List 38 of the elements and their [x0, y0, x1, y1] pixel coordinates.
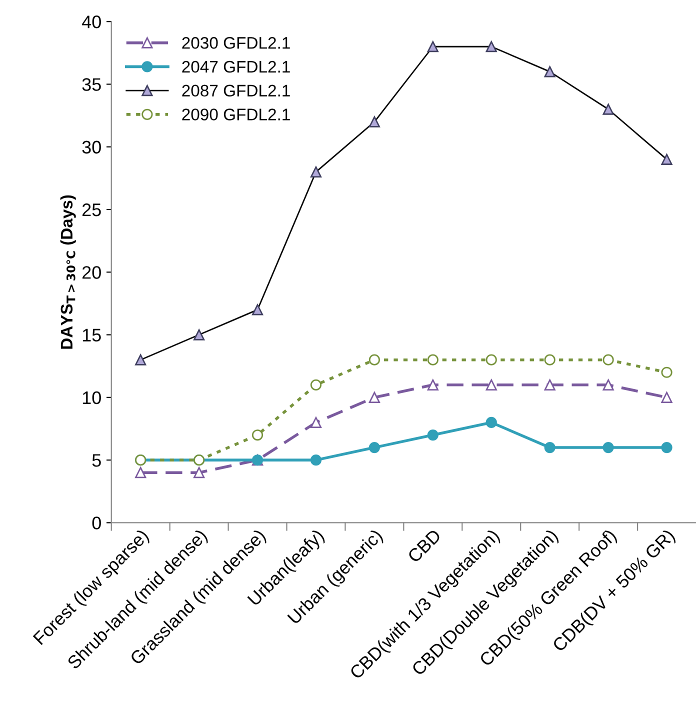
- point: [486, 416, 497, 428]
- y-tick-label: 40: [82, 16, 101, 28]
- y-tick-label: 10: [82, 391, 101, 404]
- point: [135, 467, 146, 478]
- point: [544, 442, 556, 454]
- y-tick-label: 0: [92, 516, 101, 530]
- point: [661, 442, 672, 454]
- point: [368, 354, 380, 366]
- point: [368, 442, 380, 454]
- point: [368, 392, 380, 403]
- legend-label: 2030 GFDL2.1: [182, 37, 290, 49]
- y-tick-label: 30: [82, 140, 101, 154]
- legend-label: 2047 GFDL2.1: [182, 60, 290, 73]
- point: [602, 379, 614, 390]
- point: [427, 379, 438, 390]
- y-tick-label: 25: [82, 203, 101, 216]
- point: [544, 354, 556, 366]
- point: [486, 354, 497, 366]
- y-tick-label: 15: [82, 328, 101, 342]
- y-tick-label: 35: [82, 78, 101, 91]
- point: [486, 379, 497, 390]
- legend-label: 2090 GFDL2.1: [182, 108, 290, 120]
- legend-label: 2087 GFDL2.1: [182, 84, 290, 97]
- point: [602, 442, 614, 454]
- y-tick-label: 5: [92, 454, 101, 467]
- point: [544, 379, 556, 390]
- point: [661, 392, 672, 403]
- point: [427, 354, 438, 366]
- point: [194, 467, 205, 478]
- point: [310, 379, 322, 390]
- y-tick-label: 20: [82, 266, 101, 279]
- point: [427, 429, 438, 441]
- y-axis-title: DAYS$_{T>30°C}$ (Days): [60, 195, 76, 349]
- point: [310, 416, 322, 428]
- point: [661, 366, 672, 378]
- point: [252, 429, 264, 441]
- point: [310, 454, 322, 466]
- point: [602, 354, 614, 366]
